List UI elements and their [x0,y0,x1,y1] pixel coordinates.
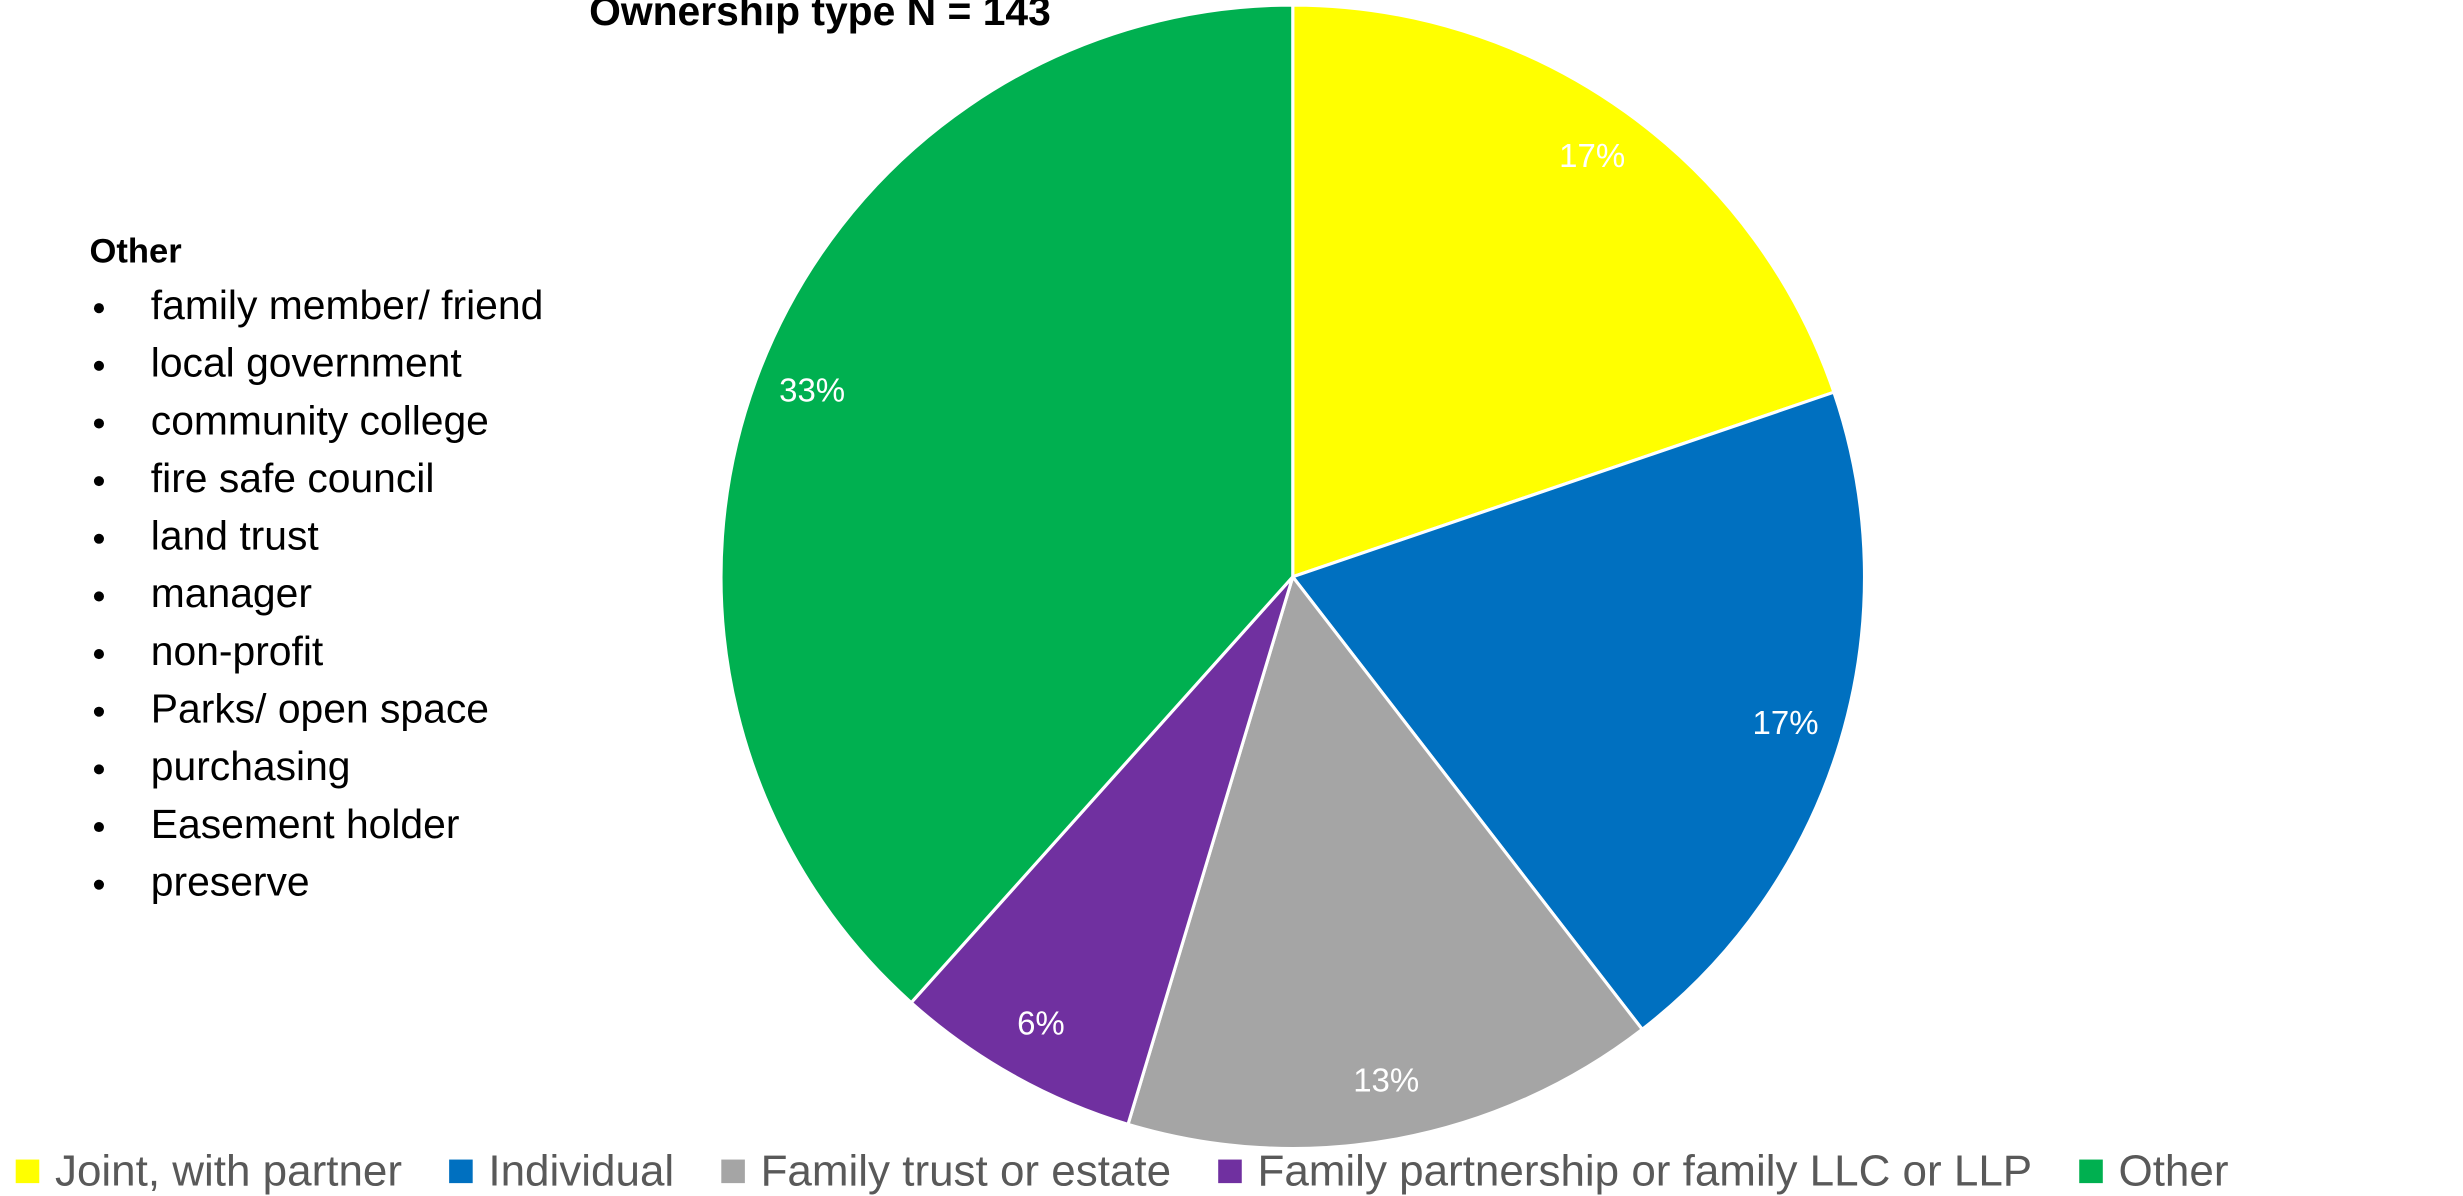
bullet [93,476,104,487]
bullet [93,821,104,833]
data-label: 6% [1017,1004,1065,1041]
chart-title: Ownership type N = 143 [589,0,1051,34]
pie-slice [719,3,1295,1005]
legend-label: Family trust or estate [761,1146,1172,1195]
pie-slice [1126,573,1645,1151]
bullet [93,418,104,429]
legend-swatch [1218,1159,1242,1184]
bullet [93,706,104,717]
annotation-item: family member/ friend [151,282,544,328]
annotation-item: fire safe council [151,455,435,501]
annotation-title: Other [90,232,182,270]
bullet [93,591,104,602]
legend-label: Family partnership or family LLC or LLP [1257,1146,2032,1195]
bullet [93,533,104,544]
annotation-item: Parks/ open space [151,686,489,732]
bullet [93,764,104,775]
legend-swatch [15,1159,40,1184]
pie-slice [1290,390,1867,1032]
pie-slice [908,575,1295,1127]
legend-swatch [449,1159,473,1184]
bullet [93,303,104,314]
bullet [93,879,104,890]
data-label: 13% [1353,1062,1419,1099]
annotation-item: Easement holder [151,801,460,847]
annotation-item: local government [151,340,463,386]
legend-label: Individual [488,1146,674,1195]
legend-label: Other [2119,1146,2229,1195]
legend-label: Joint, with partner [55,1146,402,1195]
annotation-item: community college [151,397,489,443]
legend-swatch [721,1159,745,1184]
annotation-item: land trust [151,513,320,559]
annotation-item: non-profit [151,628,324,674]
data-label: 17% [1753,704,1819,741]
annotation-item: preserve [151,858,310,904]
annotation-item: purchasing [151,743,351,789]
data-label: 33% [779,372,845,409]
pie-slice [1291,3,1836,579]
bullet [93,360,104,371]
annotation-item: manager [151,570,312,616]
bullet [93,649,104,660]
data-label: 17% [1559,137,1625,174]
legend-swatch [2079,1159,2103,1184]
